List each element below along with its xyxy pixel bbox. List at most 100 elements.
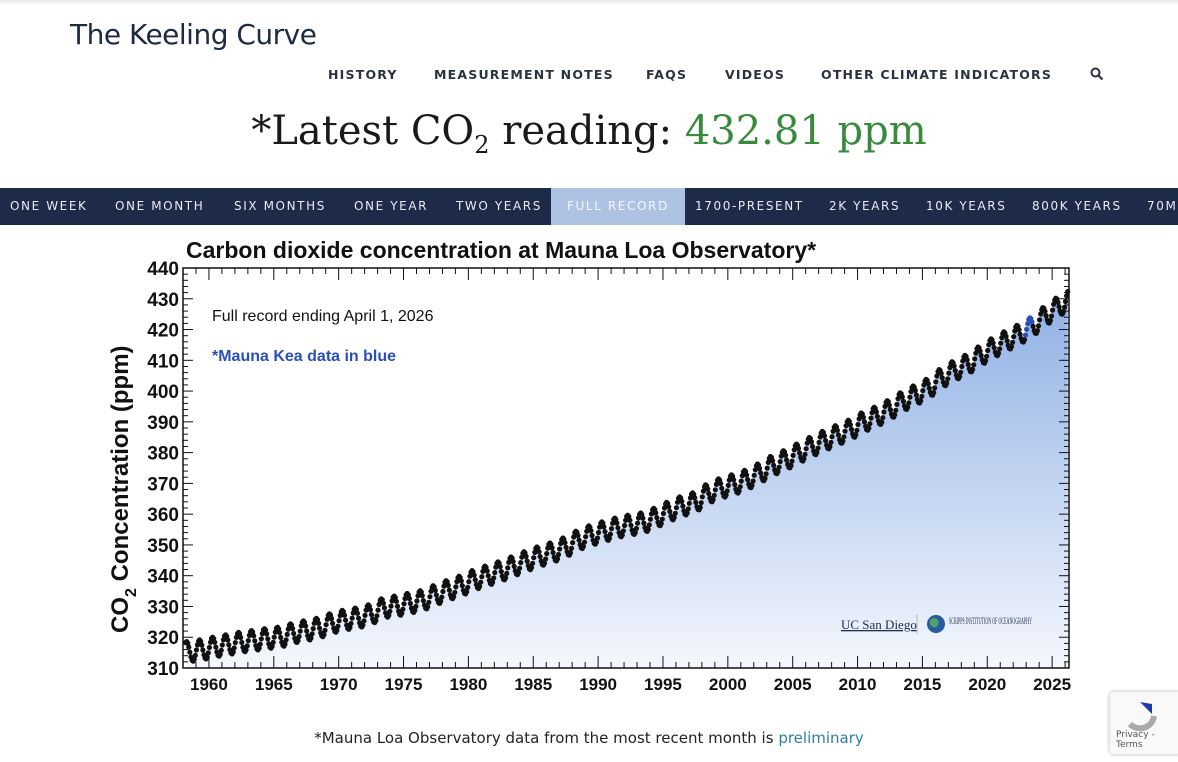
data-point <box>583 534 589 540</box>
data-point <box>454 579 460 585</box>
preliminary-link[interactable]: preliminary <box>778 729 864 747</box>
nav-videos[interactable]: VIDEOS <box>725 67 786 82</box>
data-point <box>619 532 625 538</box>
data-point <box>641 520 647 526</box>
data-point <box>594 535 601 541</box>
tab-1700-present[interactable]: 1700-PRESENT <box>695 199 804 213</box>
x-tick-label: 2020 <box>968 675 1006 694</box>
data-point <box>817 434 823 440</box>
data-point <box>788 463 794 469</box>
tab-full-record[interactable]: FULL RECORD <box>551 188 685 225</box>
data-point <box>1029 319 1035 325</box>
data-point <box>567 550 574 556</box>
data-point <box>627 517 633 523</box>
recaptcha-badge[interactable]: Privacy - Terms <box>1110 692 1178 754</box>
y-axis-label: CO2 Concentration (ppm) <box>107 345 140 633</box>
data-point <box>829 434 835 440</box>
tab-six-months[interactable]: SIX MONTHS <box>234 199 326 213</box>
data-point <box>316 620 322 626</box>
footnote-text: *Mauna Loa Observatory data from the mos… <box>314 729 779 747</box>
data-point <box>783 452 789 458</box>
nav-other-climate-indicators[interactable]: OTHER CLIMATE INDICATORS <box>821 67 1053 82</box>
data-point <box>265 636 271 642</box>
tab-2k-years[interactable]: 2K YEARS <box>829 199 901 213</box>
data-point <box>445 582 451 588</box>
data-point <box>653 510 659 516</box>
nav-history[interactable]: HISTORY <box>328 67 398 82</box>
data-point <box>212 639 218 645</box>
tab-one-week[interactable]: ONE WEEK <box>10 199 88 213</box>
data-point <box>336 618 342 624</box>
tab-800k-years[interactable]: 800K YEARS <box>1032 199 1122 213</box>
data-point <box>264 631 270 637</box>
data-point <box>906 400 912 406</box>
data-point <box>881 409 887 415</box>
data-point <box>1048 313 1055 319</box>
data-point <box>490 579 496 585</box>
data-point <box>376 601 382 608</box>
data-point <box>711 492 717 498</box>
data-point <box>698 500 704 506</box>
data-point <box>330 620 336 626</box>
svg-text:UC San Diego: UC San Diego <box>841 617 917 632</box>
data-point <box>439 594 445 600</box>
data-point <box>518 560 524 566</box>
data-point <box>775 469 781 475</box>
tab-one-month[interactable]: ONE MONTH <box>115 199 205 213</box>
data-point <box>958 369 964 375</box>
nav-faqs[interactable]: FAQS <box>646 67 688 82</box>
data-point <box>674 499 681 505</box>
tab-one-year[interactable]: ONE YEAR <box>354 199 429 213</box>
data-point <box>386 612 392 618</box>
data-point <box>887 407 894 413</box>
data-point <box>853 432 859 438</box>
data-point <box>933 379 939 385</box>
data-point <box>606 535 613 541</box>
search-icon[interactable] <box>1090 67 1104 81</box>
data-point <box>697 504 703 510</box>
data-point <box>801 456 807 462</box>
data-point <box>493 564 499 570</box>
x-tick-label: 1965 <box>255 675 293 694</box>
chart-title: Carbon dioxide concentration at Mauna Lo… <box>186 237 816 263</box>
data-point <box>939 375 945 381</box>
data-point <box>309 631 315 637</box>
data-point <box>771 462 777 468</box>
data-point <box>191 656 197 662</box>
site-title[interactable]: The Keeling Curve <box>70 18 317 51</box>
data-point <box>485 573 491 579</box>
data-point <box>960 358 966 364</box>
data-point <box>971 362 977 368</box>
data-point <box>763 471 769 477</box>
data-point <box>524 558 530 564</box>
data-point <box>723 492 729 498</box>
data-point <box>908 389 914 395</box>
data-point <box>913 392 920 398</box>
data-point <box>374 613 380 619</box>
tab-two-years[interactable]: TWO YEARS <box>456 199 542 213</box>
data-point <box>257 641 263 647</box>
data-point <box>1037 317 1043 323</box>
data-point <box>713 481 720 487</box>
y-tick-label: 380 <box>147 444 179 465</box>
data-point <box>758 470 764 476</box>
data-point <box>978 352 984 359</box>
data-point <box>995 350 1002 356</box>
nav-measurement-notes[interactable]: MEASUREMENT NOTES <box>434 67 614 82</box>
data-point <box>477 583 483 590</box>
data-point <box>699 494 705 500</box>
data-point <box>480 568 486 574</box>
data-point <box>671 515 677 521</box>
data-point <box>388 603 394 609</box>
data-point <box>401 601 407 607</box>
data-point <box>562 540 568 546</box>
tab-70m[interactable]: 70M <box>1147 199 1178 213</box>
co2-chart: Carbon dioxide concentration at Mauna Lo… <box>107 237 1071 694</box>
data-point <box>584 528 590 534</box>
data-point <box>762 475 768 481</box>
data-point <box>310 626 316 632</box>
tab-10k-years[interactable]: 10K YEARS <box>926 199 1007 213</box>
recaptcha-privacy-terms[interactable]: Privacy - Terms <box>1116 730 1155 750</box>
data-point <box>1012 328 1018 334</box>
data-point <box>894 401 900 407</box>
